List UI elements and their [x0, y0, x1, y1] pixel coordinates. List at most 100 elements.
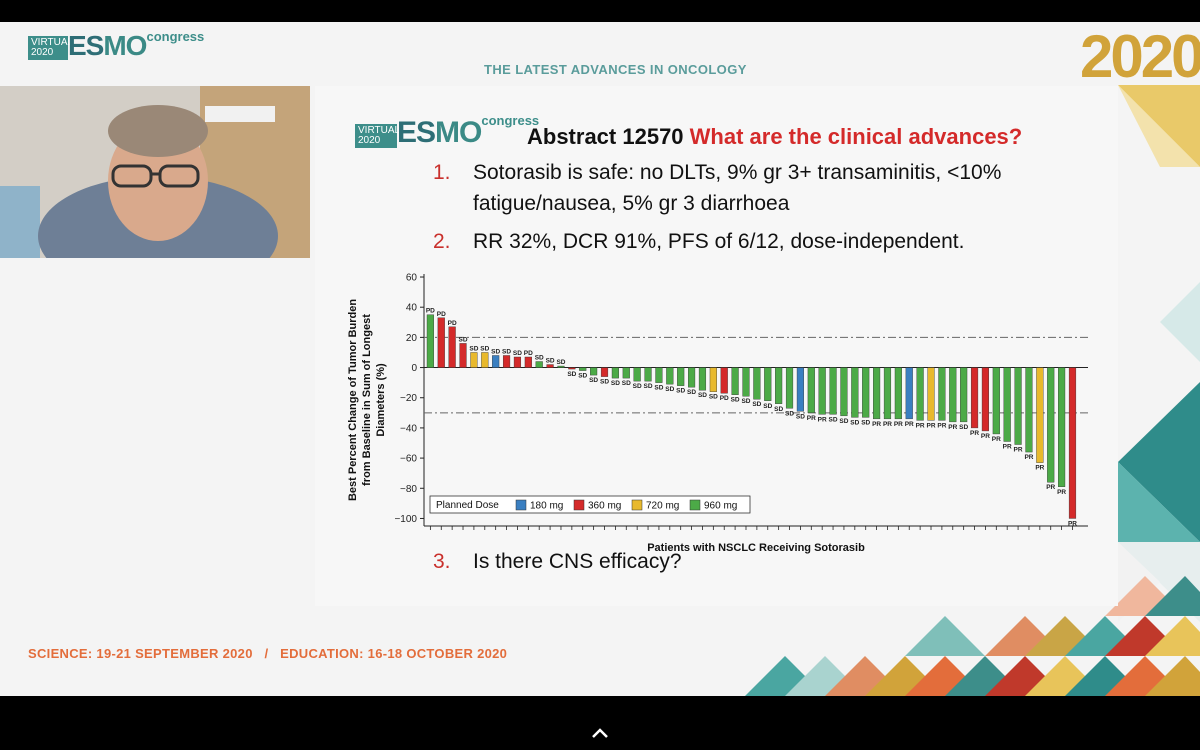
bar-response-label: SD [709, 394, 718, 401]
bar-response-label: PR [1057, 489, 1066, 496]
top-letterbox [0, 0, 1200, 22]
bar [644, 367, 652, 382]
bar-response-label: SD [752, 401, 761, 408]
y-tick-label: −60 [400, 454, 417, 465]
bar [894, 367, 902, 420]
bar-response-label: SD [502, 348, 511, 355]
legend-swatch [689, 499, 701, 511]
bar-response-label: SD [469, 345, 478, 352]
bar-response-label: PR [883, 421, 892, 428]
y-tick-label: 20 [406, 333, 418, 344]
bar-response-label: SD [665, 386, 674, 393]
bar-response-label: SD [785, 410, 794, 417]
bar [568, 367, 576, 370]
bar-response-label: PR [818, 416, 827, 423]
point-1-number: 1. [433, 161, 451, 184]
bar-response-label: SD [676, 388, 685, 395]
bar [677, 367, 685, 386]
footer-dates: SCIENCE: 19-21 SEPTEMBER 2020 / EDUCATIO… [28, 646, 508, 661]
logo-virtual-badge: VIRTUAL 2020 [28, 36, 73, 60]
bar-response-label: PD [426, 308, 435, 315]
bar-response-label: SD [622, 380, 631, 387]
bar [448, 326, 456, 368]
bar [579, 367, 587, 371]
point-3-number: 3. [433, 550, 451, 573]
bar [1058, 367, 1066, 487]
slide-logo-es-text: ES [397, 116, 436, 149]
bar [524, 356, 532, 368]
legend-box [429, 495, 751, 514]
legend-label: 720 mg [646, 501, 679, 512]
point-3-text: Is there CNS efficacy? [473, 550, 682, 573]
logo-congress-text: congress [146, 29, 205, 44]
y-axis-title-line: Best Percent Change of Tumor Burden [347, 299, 359, 501]
waterfall-chart: 60 40 20 0 −20 −40 −60 −80 −100 PD PD PD SD SD SD SD SD S… [340, 262, 1100, 567]
y-tick-label: −80 [400, 484, 417, 495]
bar-response-label: PR [992, 436, 1001, 443]
bar [960, 367, 968, 423]
decorative-triangle-pattern [745, 85, 1200, 696]
bar-response-label: PR [807, 415, 816, 422]
slide-esmo-logo: VIRTUAL 2020 ESMO congress [355, 113, 539, 149]
slide-title: Abstract 12570 What are the clinical adv… [527, 124, 1022, 150]
bar [851, 367, 859, 418]
y-tick-label: −100 [394, 514, 417, 525]
bar-response-label: PR [1046, 484, 1055, 491]
slide-title-question: What are the clinical advances? [689, 124, 1023, 149]
bar-response-label: PR [872, 421, 881, 428]
bar [992, 367, 1000, 435]
bar-response-label: PD [448, 320, 457, 327]
bar [818, 367, 826, 415]
bar-response-label: PR [970, 430, 979, 437]
bar-response-label: PR [916, 422, 925, 429]
bar-response-label: SD [491, 348, 500, 355]
bottom-control-bar [0, 696, 1200, 750]
bar-response-label: SD [611, 380, 620, 387]
point-2: 2. RR 32%, DCR 91%, PFS of 6/12, dose-ind… [433, 230, 964, 254]
presenter-webcam [0, 86, 310, 258]
bar-response-label: PR [905, 421, 914, 428]
y-axis-title-line: Diameters (%) [375, 363, 387, 437]
point-3: 3. Is there CNS efficacy? [433, 550, 682, 574]
bar [927, 367, 935, 421]
legend-swatch [573, 499, 585, 511]
bar [1003, 367, 1011, 442]
bar-response-label: SD [698, 392, 707, 399]
y-tick-label: 60 [406, 273, 418, 284]
bar [437, 317, 445, 368]
video-frame: VIRTUAL 2020 ESMO congress THE LATEST AD… [0, 22, 1200, 696]
bar [862, 367, 870, 418]
x-axis-title: Patients with NSCLC Receiving Sotorasib [647, 542, 865, 554]
bar-response-label: SD [513, 350, 522, 357]
legend-swatch [515, 499, 527, 511]
bar [785, 367, 794, 409]
bar-response-label: PD [437, 311, 446, 318]
bar-response-label: PR [937, 422, 946, 429]
bar-response-label: SD [600, 379, 609, 386]
y-tick-label: −20 [400, 393, 417, 404]
legend-swatch [631, 499, 643, 511]
bar [459, 343, 467, 368]
chevron-up-icon[interactable] [590, 726, 610, 740]
bar [807, 367, 815, 414]
bar [764, 367, 772, 401]
bar-response-label: SD [589, 377, 598, 384]
bar [688, 367, 696, 388]
bar-response-label: SD [480, 345, 489, 352]
bar [666, 367, 674, 385]
bar [546, 364, 554, 368]
bar-response-label: PD [524, 350, 533, 357]
bar [829, 367, 837, 415]
bar-response-label: SD [535, 355, 544, 362]
legend-title: Planned Dose [436, 500, 499, 511]
bar-response-label: PR [1024, 454, 1033, 461]
slide-logo-congress-text: congress [481, 113, 540, 128]
point-2-text: RR 32%, DCR 91%, PFS of 6/12, dose-indep… [473, 230, 965, 253]
bar [731, 367, 739, 395]
bar-response-label: PR [1068, 520, 1077, 527]
bar-response-label: SD [633, 383, 642, 390]
slide-logo-virtual-badge: VIRTUAL 2020 [355, 124, 400, 148]
bar-response-label: SD [850, 419, 859, 426]
bar [981, 367, 989, 432]
bar [873, 367, 881, 420]
